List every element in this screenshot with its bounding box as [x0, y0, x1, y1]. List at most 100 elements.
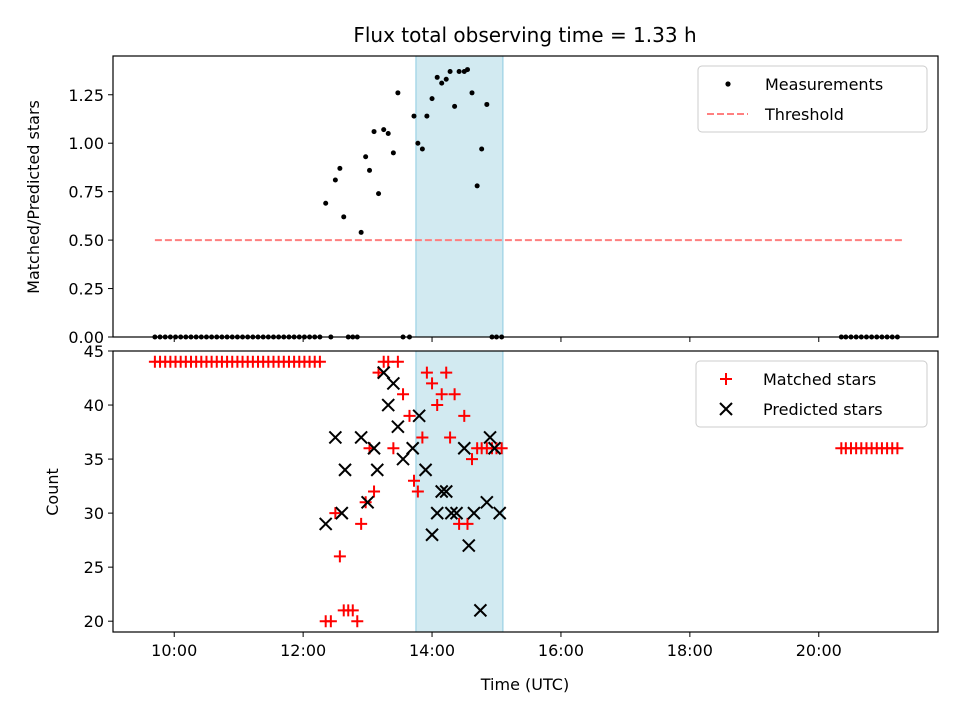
legend-matched-label: Matched stars: [763, 370, 876, 389]
top-legend-box: [697, 65, 928, 133]
measurement-point: [358, 229, 364, 235]
y-tick-label: 45: [84, 342, 104, 361]
predicted-star-point: [435, 484, 449, 499]
predicted-star-point: [381, 398, 395, 412]
measurement-point: [376, 191, 382, 197]
y-tick-label: 1.25: [68, 86, 104, 105]
predicted-star-point: [328, 430, 343, 445]
measurement-point: [323, 200, 329, 206]
measurement-point: [429, 96, 435, 102]
predicted-star-point: [367, 441, 381, 455]
bottom-panel: 20 25 30 35 40 45 10:00 12:00 14:00 16:00 18:00 20…: [43, 342, 939, 694]
bottom-legend-box: [695, 360, 928, 428]
predicted-star-point: [405, 441, 420, 455]
legend-measurements-marker: [725, 81, 731, 87]
top-panel: 0.00 0.25 0.50 0.75 1.00 1.25 Matched/Predict…: [24, 55, 939, 347]
bottom-observing-span: [415, 350, 504, 633]
top-legend: Measurements Threshold: [697, 65, 928, 133]
matched-star-point: [324, 615, 337, 628]
legend-threshold-label: Threshold: [764, 105, 844, 124]
predicted-star-point: [449, 506, 464, 520]
legend-matched-marker: [720, 373, 732, 385]
predicted-star-point: [360, 495, 375, 510]
measurement-point: [447, 69, 453, 75]
predicted-star-point: [391, 419, 405, 434]
top-x-ticks: [173, 337, 820, 342]
measurement-point: [469, 90, 475, 96]
measurement-point: [381, 127, 387, 133]
predicted-star-point: [396, 452, 410, 466]
matched-star-point: [359, 496, 372, 509]
top-y-ticks: 0.00 0.25 0.50 0.75 1.00 1.25: [68, 86, 113, 347]
x-tick-label: 10:00: [151, 641, 197, 660]
matched-star-point: [431, 399, 444, 412]
measurement-point: [390, 150, 396, 156]
x-tick-label: 20:00: [796, 641, 842, 660]
measurement-point: [371, 129, 377, 135]
predicted-star-point: [338, 463, 352, 477]
measurement-point: [395, 90, 401, 96]
y-tick-label: 0.75: [68, 183, 104, 202]
matched-star-point: [403, 409, 416, 422]
y-tick-label: 1.00: [68, 134, 104, 153]
matched-star-point: [458, 409, 471, 422]
matched-star-point: [391, 355, 404, 368]
predicted-star-point: [444, 506, 459, 520]
predicted-star-point: [318, 517, 333, 531]
predicted-star-point: [483, 430, 497, 445]
matched-star-point: [397, 388, 410, 401]
matched-star-point: [891, 442, 904, 455]
matched-star-point: [313, 355, 326, 368]
y-tick-label: 0.00: [68, 328, 104, 347]
chart-title: Flux total observing time = 1.33 h: [353, 23, 696, 47]
y-tick-label: 0.50: [68, 231, 104, 250]
measurement-point: [484, 101, 490, 107]
measurement-point: [443, 76, 449, 82]
matched-star-point: [440, 366, 453, 379]
predicted-star-point: [430, 506, 444, 520]
legend-predicted-label: Predicted stars: [763, 400, 883, 419]
measurement-point: [464, 67, 470, 73]
y-tick-label: 35: [84, 450, 104, 469]
matched-star-point: [351, 615, 364, 628]
y-tick-label: 30: [84, 504, 104, 523]
predicted-star-point: [335, 506, 349, 520]
predicted-star-point: [480, 495, 494, 510]
bottom-x-ticks: 10:00 12:00 14:00 16:00 18:00 20:00: [151, 632, 842, 660]
x-tick-label: 16:00: [538, 641, 584, 660]
bottom-panel-marks: [148, 355, 904, 628]
x-tick-label: 12:00: [280, 641, 326, 660]
predicted-star-point: [487, 441, 502, 455]
matched-star-point: [355, 517, 368, 530]
matched-star-point: [420, 366, 433, 379]
top-y-axis-label: Matched/Predicted stars: [24, 100, 43, 294]
predicted-star-point: [439, 484, 453, 499]
matched-star-point: [444, 431, 457, 444]
measurement-point: [415, 140, 421, 146]
measurement-point: [456, 69, 462, 75]
measurement-point: [434, 74, 440, 80]
measurement-point: [332, 177, 338, 183]
measurement-point: [341, 214, 347, 220]
matched-star-point: [461, 517, 474, 530]
y-tick-label: 25: [84, 558, 104, 577]
matched-star-point: [368, 485, 381, 498]
predicted-star-point: [425, 528, 439, 542]
y-tick-label: 20: [84, 612, 104, 631]
matched-star-point: [333, 550, 346, 563]
matched-star-point: [407, 474, 420, 487]
y-tick-label: 40: [84, 396, 104, 415]
matched-star-point: [426, 377, 439, 390]
predicted-star-point: [493, 506, 507, 520]
predicted-star-point: [370, 463, 384, 477]
measurement-point: [479, 146, 485, 152]
matched-star-point: [387, 442, 400, 455]
measurement-point: [411, 113, 417, 119]
matched-star-point: [495, 442, 508, 455]
matched-star-point: [466, 453, 479, 466]
measurement-point: [474, 183, 480, 189]
measurement-point: [452, 103, 458, 109]
y-tick-label: 0.25: [68, 280, 104, 299]
top-observing-span: [415, 55, 504, 338]
measurement-point: [385, 131, 391, 137]
